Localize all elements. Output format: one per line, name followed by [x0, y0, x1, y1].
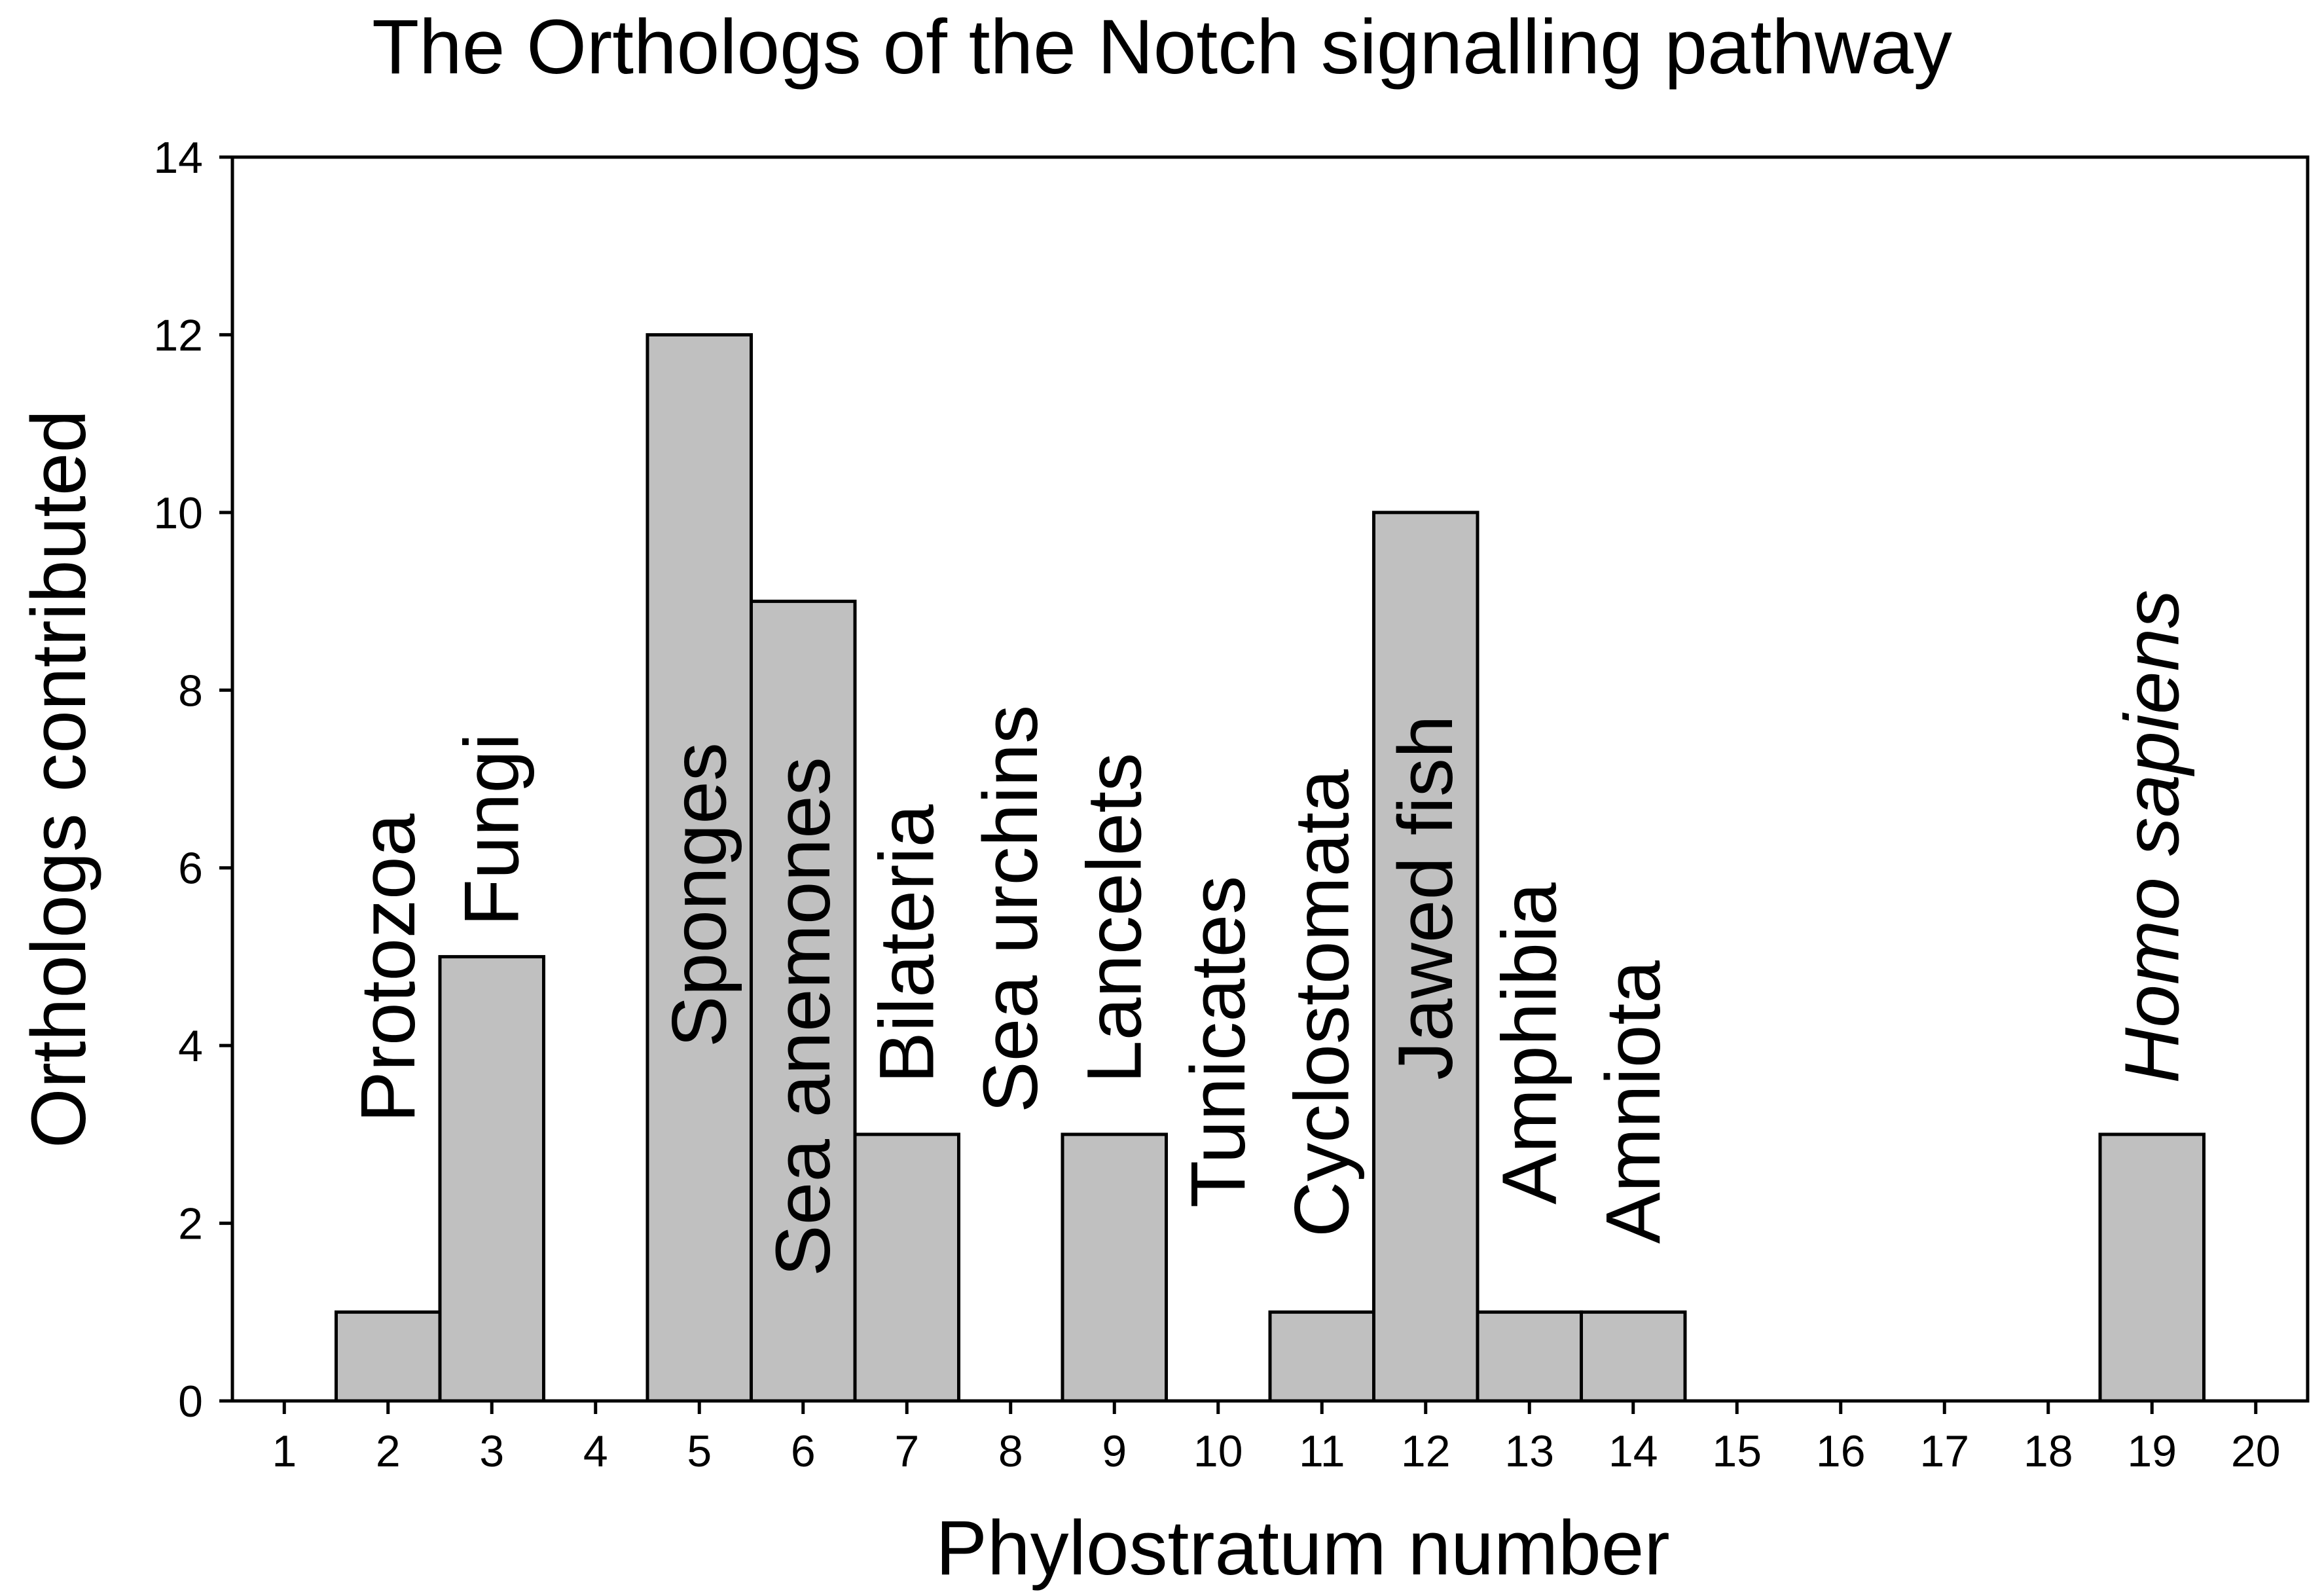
- annotation-label: Lancelets: [1071, 753, 1157, 1083]
- y-tick-label: 8: [178, 666, 203, 716]
- y-tick-label: 2: [178, 1199, 203, 1249]
- annotation-label: Fungi: [448, 733, 535, 926]
- y-axis: 0 2 4 6 8 10 12 14: [153, 133, 232, 1426]
- bar-6: [750, 600, 857, 1403]
- y-tick-label: 6: [178, 844, 203, 894]
- chart-title: The Orthologs of the Notch signalling pa…: [372, 4, 1952, 90]
- x-tick-label: 15: [1712, 1426, 1762, 1476]
- x-tick-label: 11: [1299, 1426, 1345, 1476]
- x-axis-label: Phylostratum number: [935, 1505, 1669, 1591]
- x-tick-label: 1: [272, 1426, 297, 1476]
- x-tick-label: 12: [1401, 1426, 1451, 1476]
- y-axis-label: Orthologs contributed: [16, 410, 102, 1148]
- annotation-label: Homo sapiens: [2109, 590, 2195, 1083]
- bars: [335, 333, 2206, 1403]
- y-tick-label: 12: [153, 310, 203, 360]
- bar-19: [2098, 1133, 2206, 1403]
- x-tick-label: 2: [376, 1426, 401, 1476]
- y-tick-label: 4: [178, 1021, 203, 1071]
- bar-12: [1372, 511, 1480, 1403]
- x-tick-label: 3: [479, 1426, 504, 1476]
- x-tick-label: 6: [791, 1426, 816, 1476]
- x-tick-label: 19: [2127, 1426, 2177, 1476]
- bar-5: [645, 333, 753, 1403]
- x-tick-label: 14: [1608, 1426, 1658, 1476]
- annotation-label: Amphibia: [1486, 882, 1572, 1205]
- annotation-label: Sponges: [656, 742, 742, 1047]
- annotation-label: Cyclostomata: [1279, 769, 1365, 1237]
- annotation-label: Jawed fish: [1383, 715, 1469, 1080]
- annotations: Protozoa Fungi Sponges Sea anemones Bilateri…: [345, 590, 2196, 1277]
- annotation-label: Tunicates: [1175, 876, 1262, 1208]
- bar-3: [438, 954, 545, 1403]
- bar-2: [335, 1310, 442, 1403]
- bar-11: [1268, 1310, 1375, 1403]
- annotation-label: Bilateria: [863, 804, 950, 1083]
- x-tick-label: 10: [1193, 1426, 1243, 1476]
- x-tick-label: 8: [998, 1426, 1023, 1476]
- bar-9: [1061, 1133, 1168, 1403]
- bar-13: [1476, 1310, 1583, 1403]
- x-tick-label: 4: [583, 1426, 608, 1476]
- annotation-label: Protozoa: [345, 813, 431, 1123]
- y-tick-label: 0: [178, 1377, 203, 1426]
- y-tick-label: 14: [153, 133, 203, 183]
- y-tick-label: 10: [153, 488, 203, 538]
- x-tick-label: 16: [1816, 1426, 1866, 1476]
- annotation-label: Sea urchins: [968, 705, 1054, 1113]
- annotation-label: Sea anemones: [760, 757, 846, 1277]
- bar-14: [1580, 1310, 1687, 1403]
- x-tick-label: 20: [2231, 1426, 2281, 1476]
- x-tick-label: 17: [1919, 1426, 1969, 1476]
- x-tick-label: 18: [2024, 1426, 2073, 1476]
- x-tick-label: 7: [894, 1426, 919, 1476]
- x-tick-label: 5: [687, 1426, 712, 1476]
- annotation-label: Amniota: [1590, 960, 1677, 1244]
- x-tick-label: 9: [1102, 1426, 1127, 1476]
- x-tick-label: 13: [1504, 1426, 1554, 1476]
- bar-7: [853, 1133, 960, 1403]
- x-axis: 1 2 3 4 5 6 7 8 9 10 11 12 13 14 15 16 17 18 19 20: [272, 1401, 2281, 1476]
